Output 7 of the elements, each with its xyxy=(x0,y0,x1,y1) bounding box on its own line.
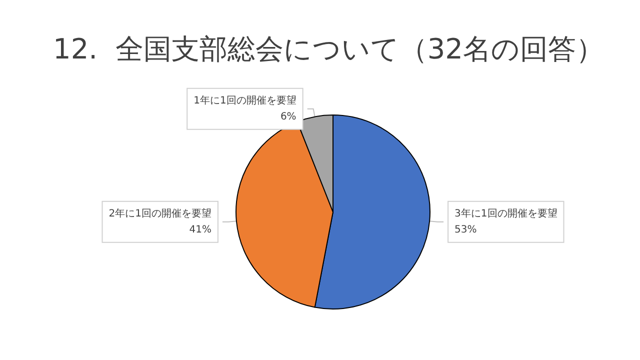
chart-title: 12. 全国支部総会について（32名の回答） xyxy=(53,32,604,66)
data-label: 53% xyxy=(454,224,477,236)
slice-label: 2年に1回の開催を要望 xyxy=(108,207,212,220)
data-label: 6% xyxy=(280,111,296,122)
data-label: 41% xyxy=(189,224,212,236)
slice-label: 3年に1回の開催を要望 xyxy=(454,207,558,220)
slice-label: 1年に1回の開催を要望 xyxy=(194,94,296,106)
